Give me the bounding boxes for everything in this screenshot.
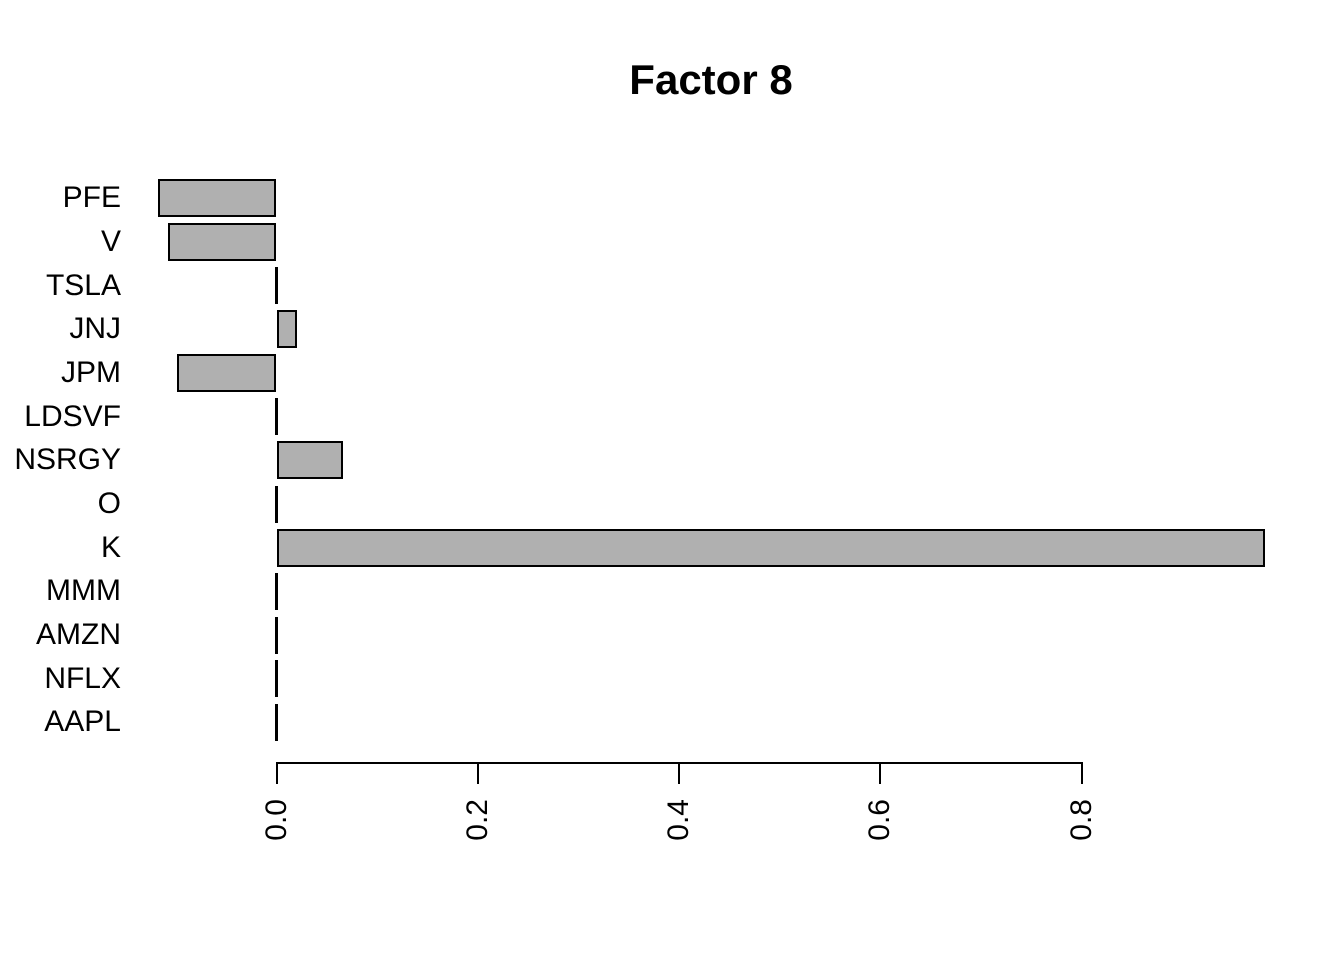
zero-bar-mmm (275, 572, 278, 610)
category-label-amzn: AMZN (36, 618, 121, 652)
x-axis-tick-label-0.0: 0.0 (259, 799, 293, 841)
x-axis-tick-label-0.2: 0.2 (460, 799, 494, 841)
category-label-v: V (100, 224, 121, 258)
x-axis-tick-0.0 (275, 762, 278, 784)
x-axis-tick-label-0.4: 0.4 (662, 799, 696, 841)
category-label-tsla: TSLA (45, 268, 121, 302)
bar-nsrgy (276, 441, 343, 480)
x-axis-tick-label-0.8: 0.8 (1064, 799, 1098, 841)
bar-k (276, 528, 1265, 567)
zero-bar-amzn (275, 616, 278, 654)
zero-bar-aapl (275, 703, 278, 741)
x-axis-tick-label-0.6: 0.6 (863, 799, 897, 841)
x-axis-tick-0.8 (1080, 762, 1083, 784)
bar-pfe (157, 179, 277, 218)
zero-bar-nflx (275, 660, 278, 698)
category-label-ldsvf: LDSVF (24, 399, 121, 433)
x-axis-tick-0.2 (476, 762, 479, 784)
chart-title: Factor 8 (629, 56, 793, 103)
category-label-pfe: PFE (62, 181, 121, 215)
zero-bar-o (275, 485, 278, 523)
zero-bar-ldsvf (275, 398, 278, 436)
category-label-mmm: MMM (46, 574, 121, 608)
bar-jpm (176, 353, 277, 392)
category-label-o: O (97, 487, 121, 521)
category-label-nflx: NFLX (44, 661, 121, 695)
x-axis-tick-0.4 (678, 762, 681, 784)
category-label-nsrgy: NSRGY (14, 443, 121, 477)
category-label-jnj: JNJ (69, 312, 121, 346)
category-label-aapl: AAPL (44, 705, 121, 739)
bar-jnj (276, 310, 297, 349)
category-label-k: K (100, 530, 121, 564)
zero-bar-tsla (275, 267, 278, 305)
x-axis-tick-0.6 (879, 762, 882, 784)
category-label-jpm: JPM (61, 355, 121, 389)
bar-v (167, 222, 277, 261)
